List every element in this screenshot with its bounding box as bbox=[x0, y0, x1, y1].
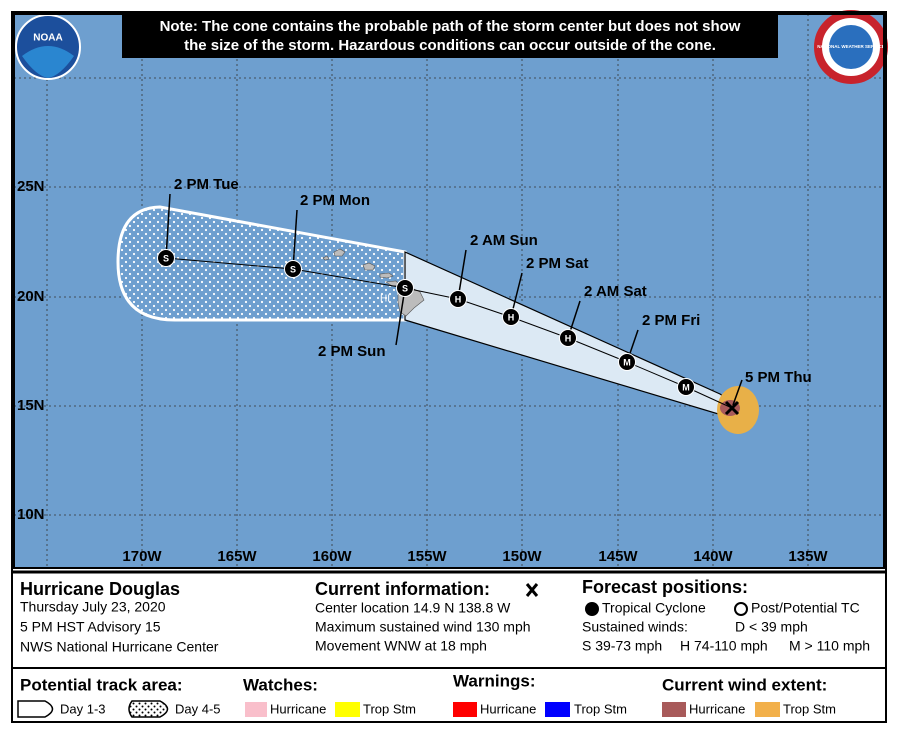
legend-title: Potential track area: bbox=[20, 675, 183, 694]
lon-label: 145W bbox=[598, 548, 638, 565]
lon-label: 165W bbox=[217, 548, 257, 565]
swatch bbox=[453, 702, 477, 717]
outer-frame bbox=[11, 11, 887, 723]
lat-label: 15N bbox=[17, 397, 45, 414]
forecast-text: Post/Potential TC bbox=[751, 600, 860, 616]
legend-text: Hurricane bbox=[480, 701, 536, 716]
leader-line bbox=[732, 379, 743, 406]
noaa-wave bbox=[22, 46, 74, 78]
storm-name: Hurricane Douglas bbox=[20, 579, 180, 599]
leader-line bbox=[165, 193, 171, 259]
legend-text: Trop Stm bbox=[574, 701, 627, 716]
lon-label: 140W bbox=[693, 548, 733, 565]
forecast-text: D < 39 mph bbox=[735, 619, 808, 635]
point-label: 2 PM Sun bbox=[318, 343, 386, 360]
point-letter: S bbox=[290, 264, 296, 274]
forecast-title: Forecast positions: bbox=[582, 577, 748, 597]
lat-label: 20N bbox=[17, 288, 45, 305]
legend-text: Trop Stm bbox=[363, 701, 416, 716]
legend-text: Hurricane bbox=[270, 701, 326, 716]
legend-cone-13 bbox=[17, 700, 54, 718]
current-title: Current information: bbox=[315, 579, 490, 599]
legend-text: Day 1-3 bbox=[60, 701, 106, 716]
swatch bbox=[245, 702, 267, 717]
forecast-text: Tropical Cyclone bbox=[602, 600, 706, 616]
forecast-point bbox=[284, 260, 302, 278]
leader-line bbox=[395, 287, 406, 346]
point-label: 2 PM Tue bbox=[174, 176, 239, 193]
point-letter: S bbox=[163, 253, 169, 263]
forecast-point bbox=[449, 290, 467, 308]
forecast-point bbox=[677, 378, 695, 396]
point-letter: H bbox=[565, 333, 572, 343]
current-icon bbox=[525, 583, 539, 597]
lon-label: 135W bbox=[788, 548, 828, 565]
point-letter: S bbox=[402, 283, 408, 293]
point-label: 2 PM Mon bbox=[300, 192, 370, 209]
cone-day-4-5 bbox=[116, 205, 407, 322]
point-letter: M bbox=[623, 357, 631, 367]
current-line: Maximum sustained wind 130 mph bbox=[315, 619, 531, 635]
noaa-text: NOAA bbox=[33, 33, 62, 44]
swatch bbox=[755, 702, 780, 717]
legend-cone-45 bbox=[128, 700, 169, 718]
current-label: 5 PM Thu bbox=[745, 369, 812, 386]
forecast-point bbox=[157, 249, 175, 267]
note-line: the size of the storm. Hazardous conditi… bbox=[184, 37, 716, 54]
lon-label: 155W bbox=[407, 548, 447, 565]
post-icon bbox=[734, 602, 748, 616]
point-label: 2 PM Fri bbox=[642, 312, 700, 329]
nws-logo-inner bbox=[829, 25, 873, 69]
point-label: 2 PM Sat bbox=[526, 255, 589, 272]
lon-label: 170W bbox=[122, 548, 162, 565]
legend-title: Current wind extent: bbox=[662, 675, 827, 694]
note-box bbox=[122, 14, 778, 58]
forecast-text: S 39-73 mph bbox=[582, 638, 662, 654]
legend-text: Day 4-5 bbox=[175, 701, 221, 716]
storm-center: NWS National Hurricane Center bbox=[20, 639, 219, 655]
leader-line bbox=[292, 209, 298, 270]
map-frame bbox=[13, 13, 885, 569]
forecast-text: M > 110 mph bbox=[789, 638, 870, 654]
note-line: Note: The cone contains the probable pat… bbox=[160, 18, 741, 35]
point-letter: H bbox=[508, 312, 515, 322]
nws-text: NATIONAL WEATHER SERVICE bbox=[817, 44, 884, 49]
point-label: 2 AM Sat bbox=[584, 283, 647, 300]
forecast-text: Sustained winds: bbox=[582, 619, 688, 635]
lon-label: 160W bbox=[312, 548, 352, 565]
point-letter: H bbox=[455, 294, 462, 304]
legend-text: Trop Stm bbox=[783, 701, 836, 716]
legend-title: Warnings: bbox=[453, 671, 535, 690]
forecast-point bbox=[502, 308, 520, 326]
swatch bbox=[545, 702, 570, 717]
legend-title: Watches: bbox=[243, 675, 318, 694]
current-line: Movement WNW at 18 mph bbox=[315, 638, 487, 654]
current-line: Center location 14.9 N 138.8 W bbox=[315, 600, 511, 616]
forecast-text: H 74-110 mph bbox=[680, 638, 768, 654]
tc-icon bbox=[585, 602, 599, 616]
lat-label: 25N bbox=[17, 178, 45, 195]
legend-text: Hurricane bbox=[689, 701, 745, 716]
lon-label: 150W bbox=[502, 548, 542, 565]
swatch bbox=[662, 702, 686, 717]
storm-advisory: 5 PM HST Advisory 15 bbox=[20, 619, 161, 635]
lat-label: 10N bbox=[17, 506, 45, 523]
swatch bbox=[335, 702, 360, 717]
storm-date: Thursday July 23, 2020 bbox=[20, 599, 166, 615]
island-label: HI bbox=[380, 294, 390, 305]
current-position bbox=[724, 400, 740, 416]
forecast-point bbox=[559, 329, 577, 347]
forecast-point bbox=[618, 353, 636, 371]
forecast-point bbox=[396, 279, 414, 297]
point-letter: M bbox=[682, 382, 690, 392]
point-label: 2 AM Sun bbox=[470, 232, 538, 249]
